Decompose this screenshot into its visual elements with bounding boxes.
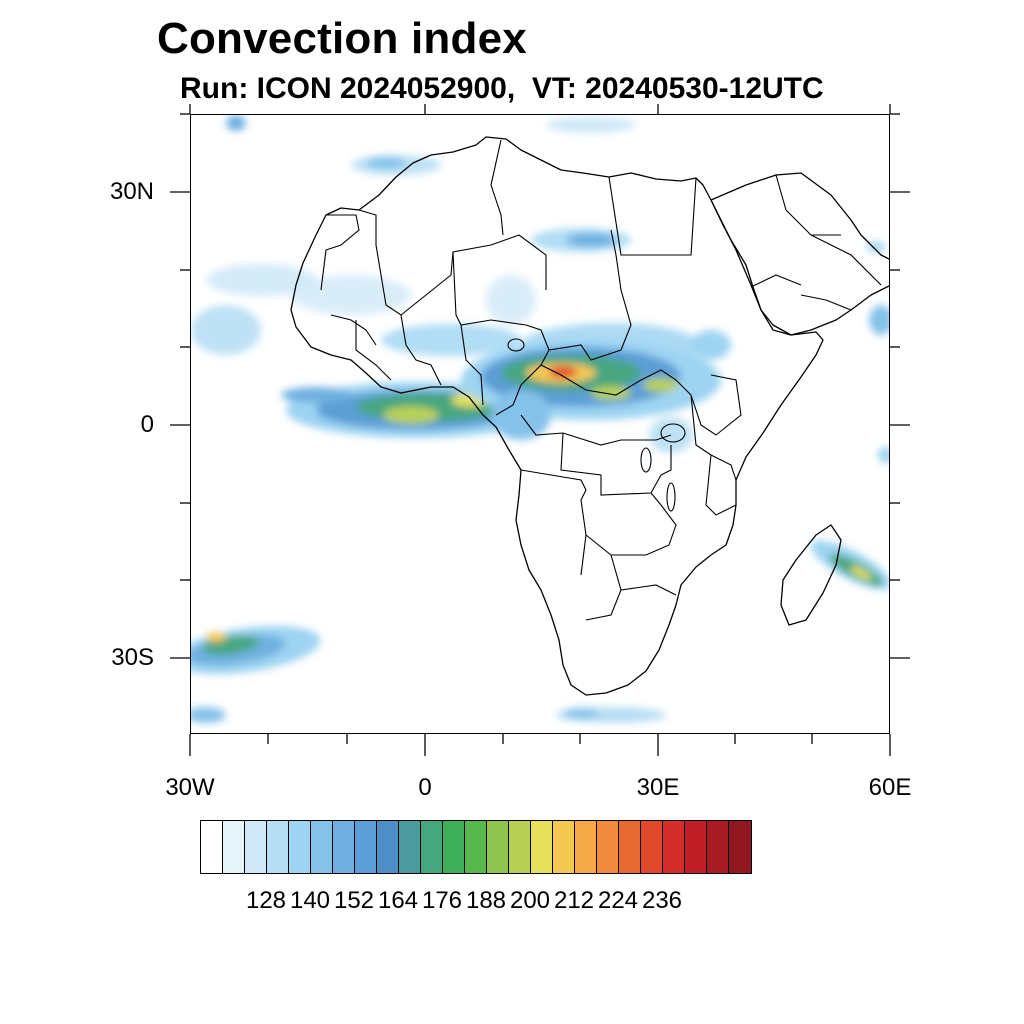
convection-field: [191, 115, 889, 723]
colorbar-label: 188: [465, 887, 507, 914]
colorbar-box: [421, 821, 443, 873]
colorbar-box: [465, 821, 487, 873]
colorbar-label: 128: [245, 887, 287, 914]
colorbar-label: 224: [597, 887, 639, 914]
colorbar-box: [377, 821, 399, 873]
colorbar-box: [355, 821, 377, 873]
colorbar-box: [729, 821, 751, 873]
colorbar-box: [597, 821, 619, 873]
colorbar-box: [575, 821, 597, 873]
colorbar-label: 164: [377, 887, 419, 914]
colorbar-box: [443, 821, 465, 873]
colorbar-box: [245, 821, 267, 873]
colorbar-box: [333, 821, 355, 873]
lakes: [507, 338, 686, 512]
plot-subtitle: Run: ICON 2024052900, VT: 20240530-12UTC: [180, 72, 824, 105]
lat-label-30n: 30N: [109, 178, 154, 205]
colorbar-box: [641, 821, 663, 873]
lat-label-30s: 30S: [111, 644, 154, 671]
colorbar-box: [399, 821, 421, 873]
colorbar-label: 152: [333, 887, 375, 914]
plot-title: Convection index: [157, 14, 527, 63]
colorbar-box: [685, 821, 707, 873]
country-borders: [320, 139, 882, 621]
colorbar-box: [487, 821, 509, 873]
colorbar-box: [707, 821, 729, 873]
map-panel: [190, 114, 890, 734]
colorbar-box: [663, 821, 685, 873]
colorbar: [200, 820, 752, 874]
colorbar-box: [223, 821, 245, 873]
lon-label-0: 0: [418, 774, 432, 801]
coastlines: [290, 136, 889, 696]
colorbar-box: [553, 821, 575, 873]
lat-label-0: 0: [140, 411, 154, 438]
colorbar-label: 176: [421, 887, 463, 914]
lon-label-60e: 60E: [868, 774, 912, 801]
colorbar-label: 140: [289, 887, 331, 914]
colorbar-box: [509, 821, 531, 873]
colorbar-box: [201, 821, 223, 873]
colorbar-box: [311, 821, 333, 873]
colorbar-box: [619, 821, 641, 873]
colorbar-label: 212: [553, 887, 595, 914]
lon-label-30e: 30E: [636, 774, 680, 801]
colorbar-box: [531, 821, 553, 873]
colorbar-label: 236: [641, 887, 683, 914]
colorbar-box: [289, 821, 311, 873]
colorbar-label: 200: [509, 887, 551, 914]
lon-label-30w: 30W: [165, 774, 215, 801]
colorbar-box: [267, 821, 289, 873]
map-canvas: [191, 115, 889, 723]
